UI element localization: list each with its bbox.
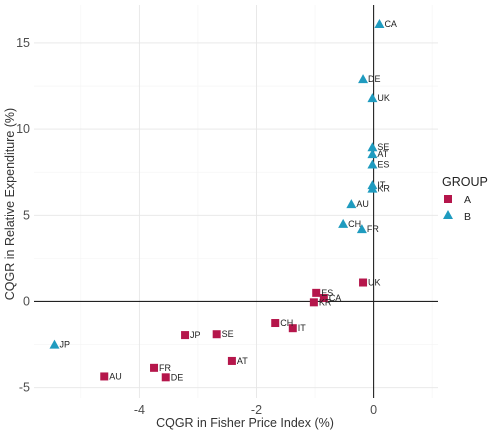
point-label: KR — [319, 297, 332, 307]
point-label: FR — [159, 363, 171, 373]
point-label: CA — [329, 293, 342, 303]
point-square-a — [319, 294, 328, 303]
point-label: KR — [377, 184, 390, 194]
legend-key-a-square — [444, 195, 452, 203]
point-label: CH — [280, 318, 293, 328]
legend-label-b: B — [464, 211, 471, 223]
point-label: JP — [190, 330, 201, 340]
point-label: CH — [348, 219, 361, 229]
point-label: IT — [298, 323, 307, 333]
point-triangle-b — [338, 218, 349, 228]
point-label: DE — [171, 372, 184, 382]
point-triangle-b — [356, 224, 367, 234]
point-label: IT — [377, 180, 386, 190]
point-label: AT — [377, 149, 388, 159]
point-square-a — [312, 288, 321, 297]
point-triangle-b — [367, 149, 378, 159]
y-tick-label: 15 — [16, 36, 30, 50]
point-label: ES — [377, 159, 389, 169]
point-triangle-b — [367, 159, 378, 169]
point-triangle-b — [358, 74, 369, 84]
point-square-a — [100, 372, 109, 381]
point-label: CA — [384, 19, 397, 29]
legend-label-a: A — [464, 194, 471, 206]
point-label: UK — [377, 93, 390, 103]
point-square-a — [271, 319, 280, 328]
point-label: SE — [377, 142, 389, 152]
legend-title: GROUP — [442, 175, 488, 189]
point-triangle-b — [367, 142, 378, 152]
point-label: UK — [368, 278, 381, 288]
y-tick-label: 10 — [16, 122, 30, 136]
point-square-a — [212, 330, 221, 339]
point-square-a — [150, 363, 159, 372]
point-label: SE — [222, 329, 234, 339]
legend: GROUP A B — [442, 175, 488, 223]
y-tick-label: 5 — [23, 208, 30, 222]
point-square-a — [288, 324, 297, 333]
x-tick-label: 0 — [370, 403, 377, 417]
point-triangle-b — [367, 93, 378, 103]
point-square-a — [181, 331, 190, 340]
point-label: AU — [356, 199, 369, 209]
gridlines — [34, 5, 438, 398]
point-label: ES — [321, 288, 333, 298]
point-label: AU — [109, 371, 122, 381]
axes — [34, 5, 438, 398]
x-axis-title: CQGR in Fisher Price Index (%) — [156, 416, 334, 430]
y-tick-label: -5 — [19, 381, 30, 395]
point-square-a — [359, 278, 368, 287]
x-tick-label: -2 — [251, 403, 262, 417]
tick-labels: -4 -2 0 -5 0 5 10 15 — [16, 36, 377, 417]
point-triangle-b — [49, 339, 60, 349]
point-triangle-b — [374, 18, 385, 28]
data-points — [49, 18, 385, 382]
y-tick-label: 0 — [23, 294, 30, 308]
point-square-a — [161, 373, 170, 382]
point-label: DE — [368, 74, 381, 84]
point-label: AT — [237, 356, 248, 366]
legend-key-b-triangle — [443, 210, 453, 219]
point-square-a — [227, 356, 236, 365]
x-tick-label: -4 — [134, 403, 145, 417]
point-triangle-b — [367, 183, 378, 193]
point-label: JP — [59, 340, 70, 350]
point-label: FR — [367, 224, 379, 234]
point-triangle-b — [346, 199, 357, 209]
point-square-a — [309, 298, 318, 307]
y-axis-title: CQGR in Relative Expenditure (%) — [3, 108, 17, 300]
